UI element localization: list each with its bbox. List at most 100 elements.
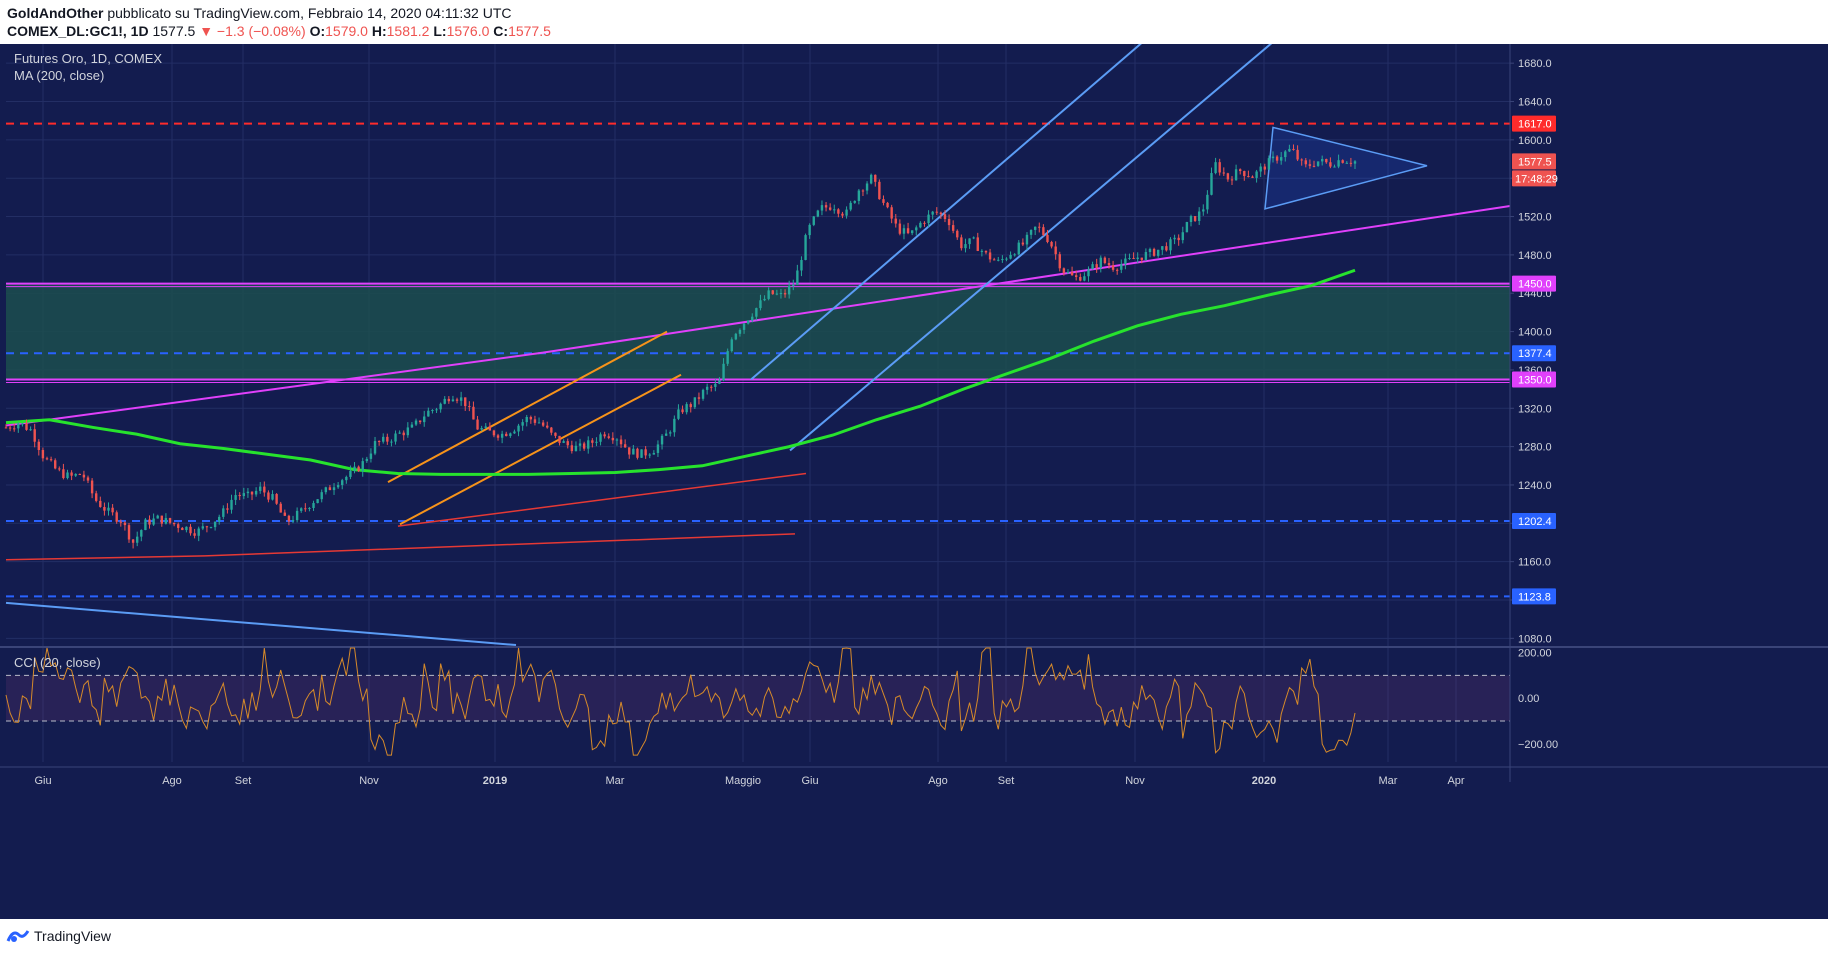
price-label-bg [1512, 588, 1556, 605]
candle-body [927, 214, 930, 224]
candle-body [972, 237, 975, 239]
candle-body [418, 420, 422, 423]
candle [1058, 251, 1061, 272]
candle [919, 221, 922, 229]
candle [1054, 241, 1057, 260]
candle-body [119, 521, 123, 523]
candle-body [472, 406, 475, 420]
candle-body [271, 494, 274, 500]
candle-body [537, 422, 541, 424]
candle-body [1087, 269, 1090, 277]
candle-body [107, 507, 110, 511]
candle [529, 415, 533, 424]
candle [1193, 215, 1197, 222]
candle [828, 203, 832, 211]
candle-body [1218, 162, 1221, 173]
candle [878, 179, 881, 200]
candle [874, 174, 877, 187]
candle [213, 521, 217, 531]
candle-body [1230, 179, 1234, 181]
candle-body [1066, 272, 1070, 274]
candle [496, 433, 500, 441]
price-label-bg [1512, 345, 1556, 362]
candle-body [263, 486, 266, 493]
candle-body [796, 270, 799, 285]
cci-tick-label: 200.00 [1518, 648, 1552, 660]
candle-body [882, 199, 885, 203]
candle [177, 522, 180, 533]
candle [218, 514, 221, 525]
candle-body [607, 436, 610, 438]
candle-body [353, 466, 356, 471]
author-name[interactable]: GoldAndOther [7, 5, 104, 21]
candle-body [152, 518, 155, 525]
candle [1066, 269, 1070, 274]
candle [451, 395, 455, 402]
tradingview-brand[interactable]: TradingView [34, 928, 112, 944]
candle-body [783, 293, 787, 295]
candle [1009, 251, 1012, 260]
candle-body [976, 237, 979, 251]
candle [664, 429, 668, 436]
chart-area[interactable]: 1080.01120.01160.01200.01240.01280.01320… [0, 44, 1828, 919]
candle-body [1156, 249, 1160, 256]
candle [1033, 226, 1037, 236]
candle-body [386, 436, 389, 442]
candle-body [1333, 166, 1336, 168]
candle-body [115, 512, 118, 522]
price-label: 1577.5 [1518, 156, 1552, 168]
tradingview-logo-icon[interactable] [6, 927, 32, 945]
open-label: O: [309, 23, 326, 39]
candle [1042, 224, 1045, 237]
candle-body [213, 521, 217, 528]
candle [980, 249, 984, 257]
candle-body [906, 228, 910, 234]
candle-body [148, 519, 151, 525]
candle-body [804, 235, 807, 260]
candle-body [525, 416, 528, 423]
candle-body [1288, 148, 1291, 152]
candle-body [874, 174, 877, 182]
candle [332, 483, 336, 495]
candle-body [365, 458, 369, 462]
candle [406, 422, 410, 438]
candle [140, 529, 143, 542]
price-chart[interactable]: 1080.01120.01160.01200.01240.01280.01320… [0, 44, 1828, 919]
candle-body [140, 530, 143, 537]
candle [341, 478, 344, 490]
candle [550, 426, 553, 436]
candle [17, 422, 20, 433]
candle-body [837, 209, 840, 214]
candle-body [4, 427, 8, 429]
candle [238, 492, 241, 501]
candle-body [111, 507, 114, 513]
candle [763, 295, 766, 302]
candle-body [484, 426, 487, 428]
candle [513, 429, 516, 434]
candle-body [197, 528, 200, 536]
candle [1169, 237, 1172, 255]
candle-body [49, 459, 53, 461]
candle-body [267, 492, 270, 500]
candle [464, 397, 467, 411]
candle [882, 195, 885, 206]
candle [910, 230, 914, 236]
candle [546, 421, 549, 429]
candle [574, 441, 578, 452]
candle [414, 418, 418, 426]
candle-body [808, 224, 811, 236]
candle [1255, 169, 1258, 183]
candle-body [41, 450, 45, 459]
candle-body [582, 443, 586, 449]
candle-body [1148, 248, 1152, 253]
candle [1013, 253, 1016, 257]
candle-body [209, 527, 213, 529]
candle-body [898, 223, 902, 234]
candle [246, 488, 250, 498]
candle [607, 433, 610, 440]
candle-body [1197, 211, 1201, 221]
candle [316, 499, 319, 504]
candle-body [1013, 254, 1016, 256]
candle-body [779, 293, 783, 295]
candle-body [1046, 234, 1049, 242]
